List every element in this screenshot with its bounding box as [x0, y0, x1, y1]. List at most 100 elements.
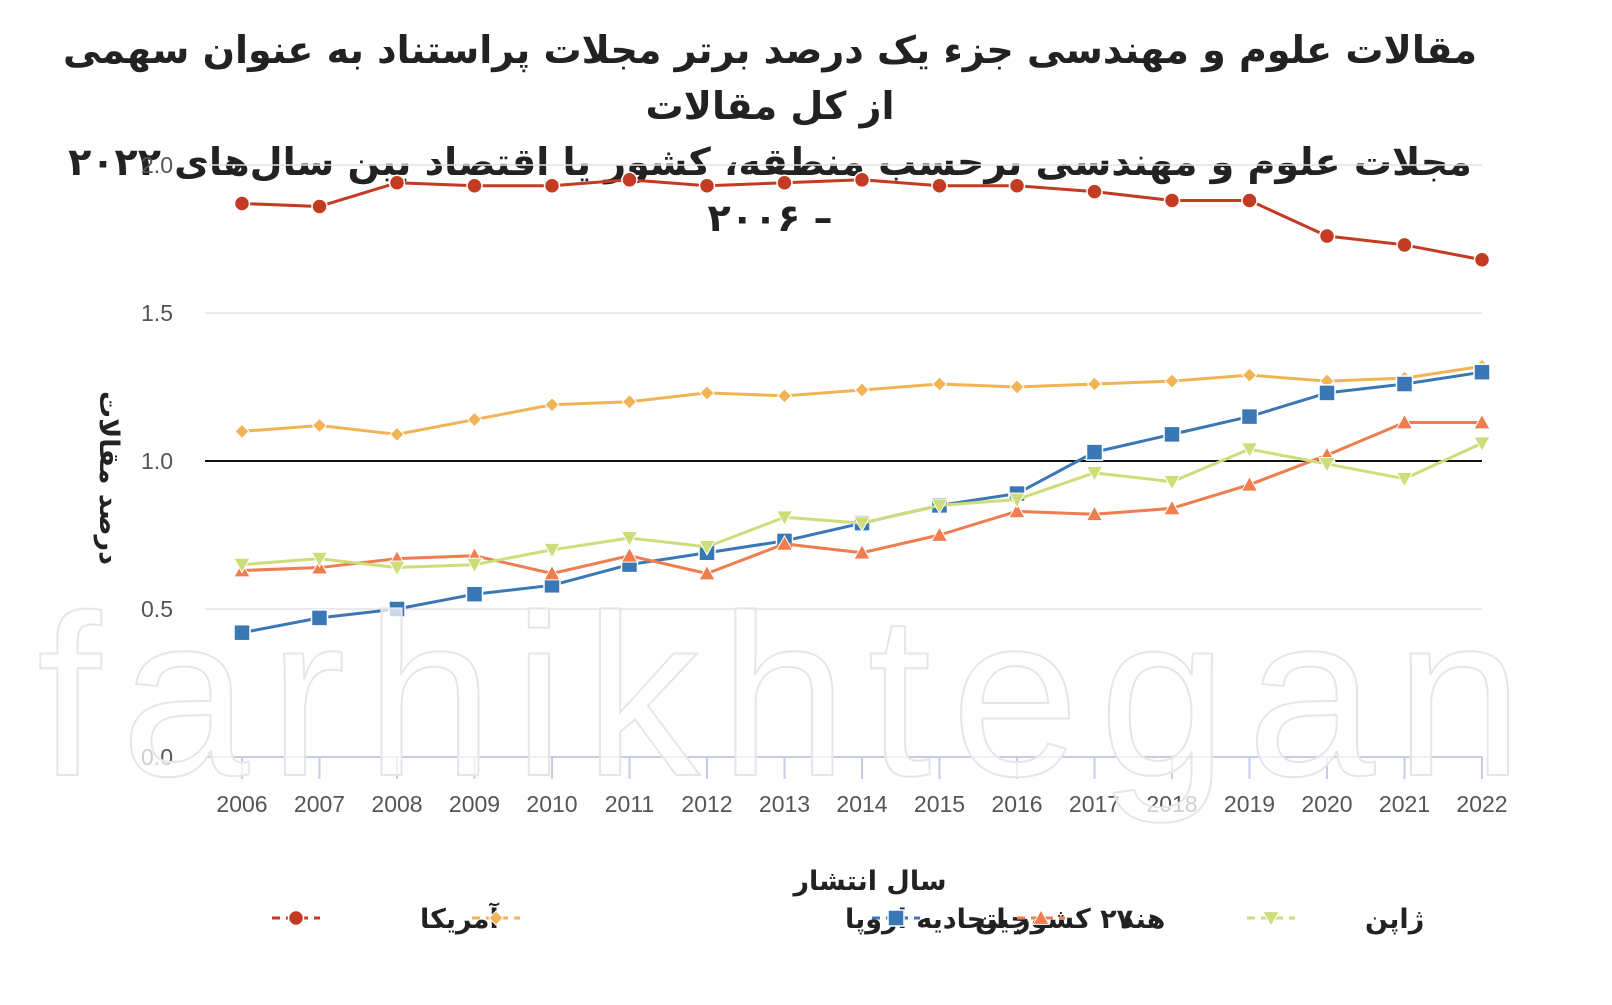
- x-tick-label: 2021: [1379, 791, 1430, 817]
- series-4: [233, 413, 1491, 581]
- data-point: [1163, 474, 1181, 491]
- data-point: [310, 609, 329, 627]
- data-point: [853, 543, 871, 560]
- data-point: [1318, 384, 1336, 402]
- legend-swatch-marker: [287, 909, 305, 927]
- x-tick-label: 2013: [759, 791, 810, 817]
- y-tick-label: 1.0: [141, 448, 173, 474]
- legend-item: آمریکا: [272, 902, 499, 935]
- x-tick-label: 2022: [1456, 791, 1507, 817]
- legend-item: ژاپن: [1247, 904, 1424, 935]
- data-point: [544, 397, 560, 413]
- data-point: [1086, 183, 1103, 200]
- data-point: [698, 177, 716, 194]
- data-point: [853, 516, 871, 533]
- x-tick-label: 2018: [1146, 791, 1197, 817]
- data-point: [853, 171, 871, 189]
- data-point: [776, 174, 793, 192]
- data-point: [1085, 465, 1104, 482]
- data-point: [389, 426, 405, 443]
- data-point: [1473, 363, 1491, 381]
- data-point: [854, 382, 870, 398]
- data-point: [1395, 375, 1414, 393]
- data-point: [233, 557, 251, 574]
- data-point: [543, 564, 561, 581]
- data-point: [1163, 192, 1181, 209]
- legend-label: هند: [1120, 904, 1165, 935]
- x-tick-label: 2010: [526, 791, 577, 817]
- y-tick-label: 2.0: [141, 152, 173, 178]
- data-point: [465, 557, 484, 574]
- legend-label: ژاپن: [1365, 904, 1424, 935]
- x-tick-label: 2020: [1301, 791, 1352, 817]
- series-5: [233, 436, 1491, 577]
- x-tick-label: 2008: [371, 791, 422, 817]
- data-point: [1473, 436, 1491, 453]
- data-point: [1240, 475, 1259, 492]
- data-point: [311, 417, 328, 434]
- data-point: [1473, 413, 1491, 430]
- data-point: [699, 385, 715, 401]
- data-point: [1008, 502, 1026, 519]
- chart-title: مقالات علوم و مهندسی جزء یک درصد برتر مج…: [60, 22, 1480, 246]
- data-point: [1241, 192, 1258, 209]
- data-point: [311, 198, 328, 215]
- data-point: [1240, 407, 1259, 426]
- data-point: [1395, 471, 1414, 488]
- x-tick-label: 2012: [681, 791, 732, 817]
- data-point: [1085, 443, 1104, 461]
- data-point: [1164, 373, 1180, 389]
- series-line: [241, 364, 1483, 436]
- chart-title-line-1: مقالات علوم و مهندسی جزء یک درصد برتر مج…: [62, 28, 1477, 128]
- x-tick-label: 2019: [1224, 791, 1275, 817]
- data-point: [930, 525, 949, 542]
- x-tick-label: 2016: [991, 791, 1042, 817]
- data-point: [1473, 251, 1491, 268]
- data-point: [698, 539, 716, 556]
- y-tick-label: 0.5: [141, 596, 173, 622]
- x-tick-label: 2006: [216, 791, 267, 817]
- data-point: [388, 174, 406, 192]
- data-point: [1318, 227, 1336, 245]
- data-point: [776, 388, 793, 404]
- series-1: [233, 171, 1491, 268]
- data-point: [931, 177, 948, 194]
- data-point: [1008, 492, 1026, 509]
- data-point: [466, 411, 483, 428]
- x-tick-label: 2014: [836, 791, 887, 817]
- x-tick-label: 2007: [294, 791, 345, 817]
- data-point: [543, 177, 561, 194]
- legend-swatch-marker: [488, 910, 504, 926]
- data-point: [621, 394, 638, 410]
- data-point: [620, 546, 639, 563]
- axes: 0.0 0.5 1.0 1.5 2.0 2006 2007 2008 2009 2010 2011 2…: [141, 152, 1508, 817]
- legend-swatch-marker: [1032, 908, 1050, 925]
- series-layer: [233, 171, 1491, 642]
- x-axis-title: سال انتشار: [791, 866, 946, 897]
- data-point: [1086, 376, 1103, 392]
- legend-swatch-marker: [887, 909, 905, 927]
- y-tick-label: 0.0: [141, 744, 173, 770]
- chart-title-line-2: مجلات علوم و مهندسی برحسب منطقه، کشور یا…: [68, 140, 1472, 240]
- data-point: [1009, 379, 1025, 395]
- data-point: [775, 510, 794, 527]
- series-line: [241, 178, 1483, 262]
- data-point: [233, 623, 251, 642]
- data-point: [1240, 442, 1259, 459]
- data-point: [388, 600, 406, 618]
- data-point: [698, 564, 716, 581]
- data-point: [1395, 413, 1414, 430]
- data-point: [621, 171, 638, 189]
- x-tick-label: 2015: [914, 791, 965, 817]
- x-tick-label: 2009: [449, 791, 500, 817]
- data-point: [931, 376, 948, 392]
- data-point: [1241, 367, 1258, 383]
- data-point: [1085, 505, 1104, 522]
- data-point: [1396, 236, 1413, 254]
- data-point: [1163, 499, 1181, 516]
- watermark-logo: farhikhtegan: [37, 567, 1543, 824]
- legend-swatch-marker: [1262, 911, 1280, 928]
- data-point: [1318, 457, 1336, 473]
